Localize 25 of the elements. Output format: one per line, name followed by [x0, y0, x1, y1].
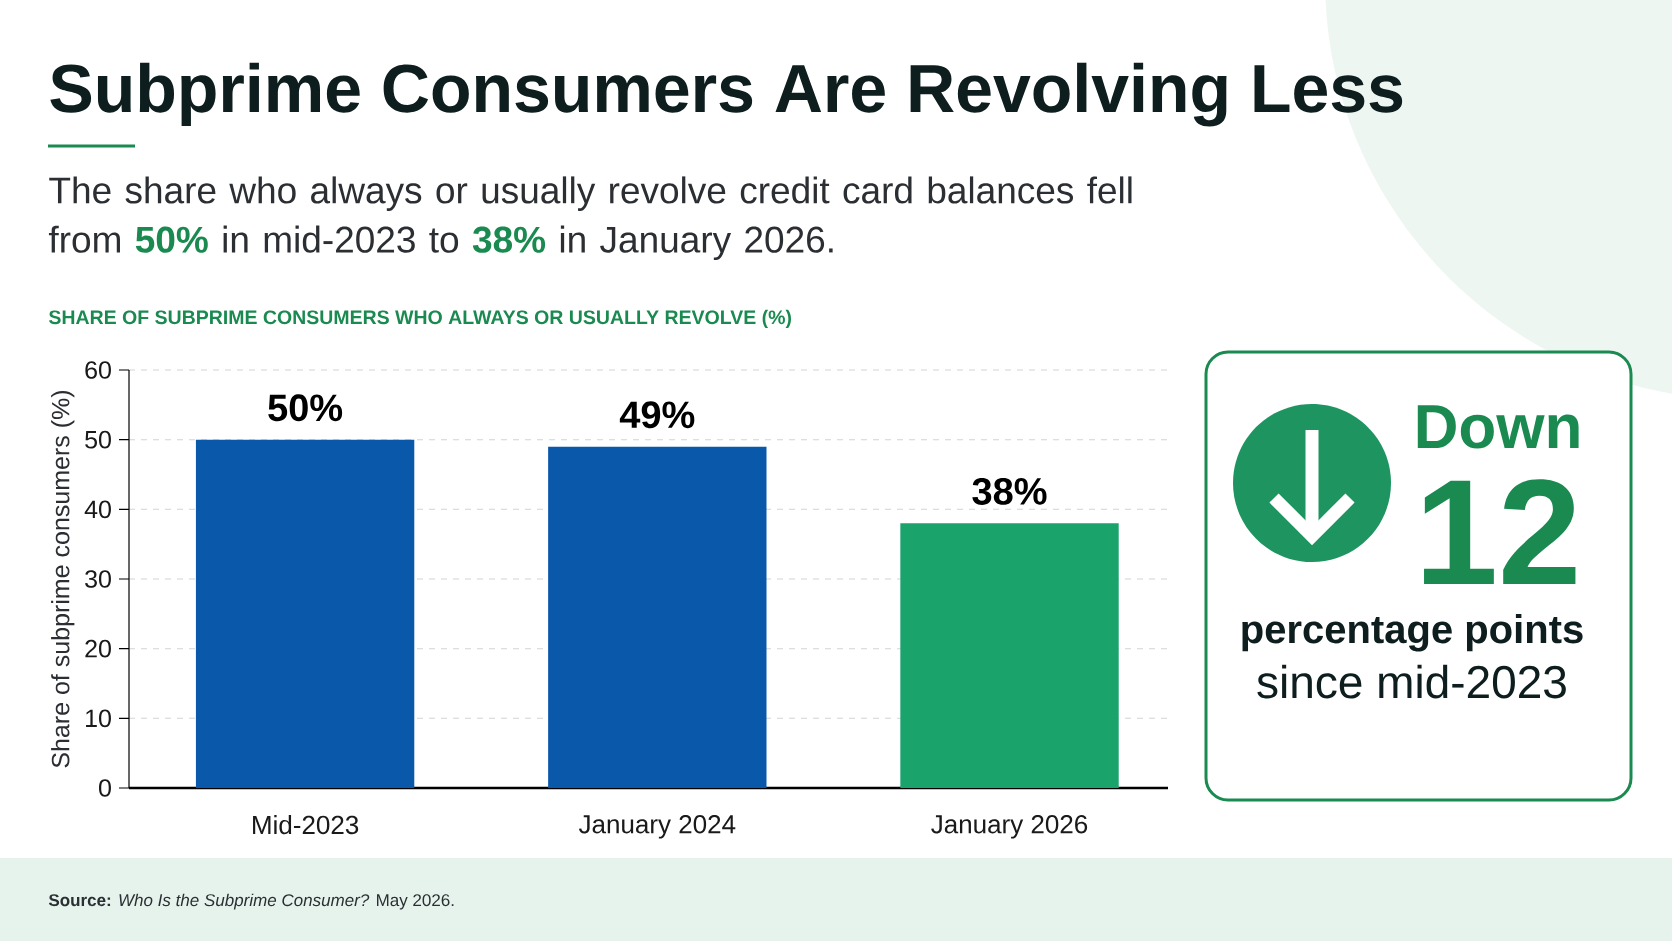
text: since mid-2023	[1257, 664, 1566, 699]
y-tick-label: 0	[99, 779, 111, 797]
y-axis-title: Share of subprime consumers (%)	[51, 390, 75, 768]
chart-subtitle: The share who always or usually revolve credit card balances fell from 50% in mid-2023 to 38% in January 2026.	[48, 176, 1132, 261]
text: SHARE OF SUBPRIME CONSUMERS WHO ALWAYS OR USUALLY REVOLVE (%)	[48, 309, 791, 329]
x-tick-label: January 2026	[931, 815, 1088, 839]
text: Source: Who Is the Subprime Consumer? May 2026.	[48, 893, 454, 910]
text: 12	[1424, 479, 1576, 585]
y-tick-label: 50	[85, 430, 111, 449]
y-tick-label: 20	[85, 639, 111, 658]
y-tick-label: 10	[86, 709, 111, 728]
text: Down	[1417, 405, 1579, 449]
x-tick-label: January 2024	[578, 815, 736, 839]
chart-title: Subprime Consumers Are Revolving Less	[50, 62, 1403, 127]
y-tick-label: 40	[84, 500, 111, 519]
bar	[548, 446, 767, 788]
bar	[900, 523, 1119, 788]
x-tick-label: Mid-2023	[253, 815, 359, 835]
y-tick-label: 60	[85, 361, 111, 379]
data-label: 38%	[972, 477, 1047, 505]
y-tick-label: 30	[85, 570, 111, 588]
text: percentage points	[1242, 614, 1583, 652]
data-label: 49%	[619, 401, 695, 429]
bar	[195, 439, 415, 788]
data-label: 50%	[268, 394, 343, 422]
